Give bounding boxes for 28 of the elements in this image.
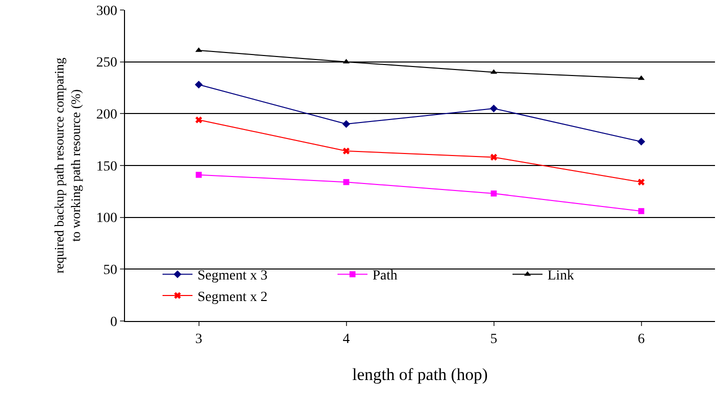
point xyxy=(637,138,646,146)
point xyxy=(490,104,498,112)
point xyxy=(195,116,202,124)
y-tick-label: 150 xyxy=(96,159,118,174)
point xyxy=(638,178,645,186)
legend-label: Segment x 2 xyxy=(198,290,268,305)
x-tick-label: 5 xyxy=(490,332,498,347)
y-tick-label: 200 xyxy=(96,108,118,123)
point xyxy=(194,80,203,89)
x-tick-label: 6 xyxy=(638,332,645,347)
y-tick-label: 300 xyxy=(96,4,118,19)
x-axis-title: length of path (hop) xyxy=(352,365,488,384)
y-tick-label: 50 xyxy=(103,263,118,278)
point xyxy=(490,154,498,161)
point xyxy=(196,172,202,178)
point xyxy=(638,208,644,214)
x-tick-label: 4 xyxy=(342,332,350,347)
y-tick-label: 250 xyxy=(96,56,118,71)
y-tick-label: 100 xyxy=(96,211,118,226)
legend-label: Segment x 3 xyxy=(198,268,268,284)
point xyxy=(343,179,350,186)
point xyxy=(342,120,350,128)
point xyxy=(490,190,497,196)
y-tick-label: 0 xyxy=(110,314,118,330)
x-tick-label: 3 xyxy=(195,332,202,347)
legend-label: Path xyxy=(372,268,398,284)
legend-label: Link xyxy=(548,268,574,284)
y-axis-title: required backup path resource comparing to working path resource (%) xyxy=(51,57,84,274)
